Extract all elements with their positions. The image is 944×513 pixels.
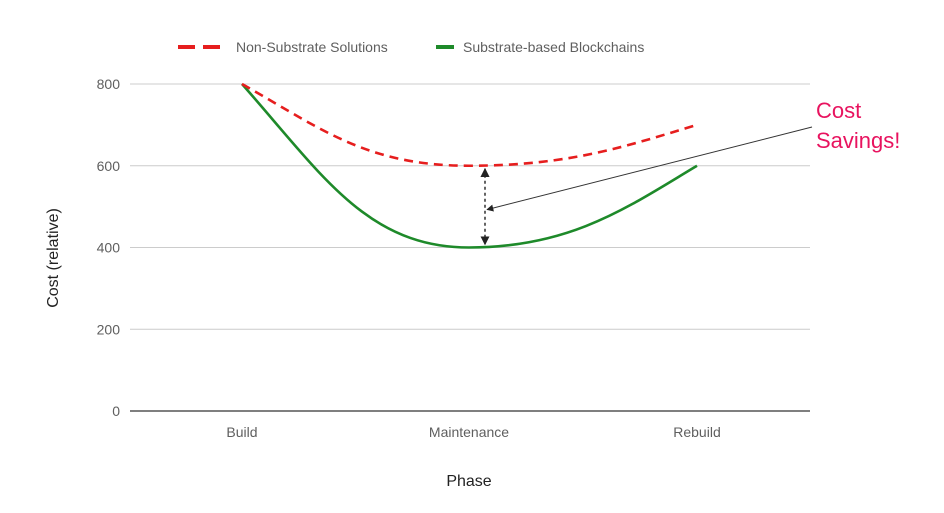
x-tick-label-build: Build: [226, 424, 257, 440]
y-tick-label-800: 800: [97, 76, 121, 92]
legend-label-non-substrate: Non-Substrate Solutions: [236, 39, 388, 55]
y-tick-label-0: 0: [112, 403, 120, 419]
gridlines: [130, 83, 810, 330]
annotation-pointer-line: [486, 126, 813, 212]
x-tick-labels: Build Maintenance Rebuild: [226, 424, 720, 440]
x-tick-label-maintenance: Maintenance: [429, 424, 509, 440]
series-line-non-substrate: [241, 82, 698, 168]
y-tick-labels: 0 200 400 600 800: [97, 76, 121, 419]
y-tick-label-400: 400: [97, 240, 121, 256]
y-axis-title: Cost (relative): [45, 208, 62, 308]
series-line-substrate: [241, 83, 698, 249]
x-tick-label-rebuild: Rebuild: [673, 424, 720, 440]
y-tick-label-600: 600: [97, 158, 121, 174]
x-axis-title: Phase: [446, 473, 491, 490]
annotation-savings: Savings!: [816, 128, 900, 153]
annotation-cost: Cost: [816, 98, 861, 123]
y-tick-label-200: 200: [97, 321, 121, 337]
legend-label-substrate: Substrate-based Blockchains: [463, 39, 644, 55]
legend: Non-Substrate Solutions Substrate-based …: [178, 39, 644, 55]
